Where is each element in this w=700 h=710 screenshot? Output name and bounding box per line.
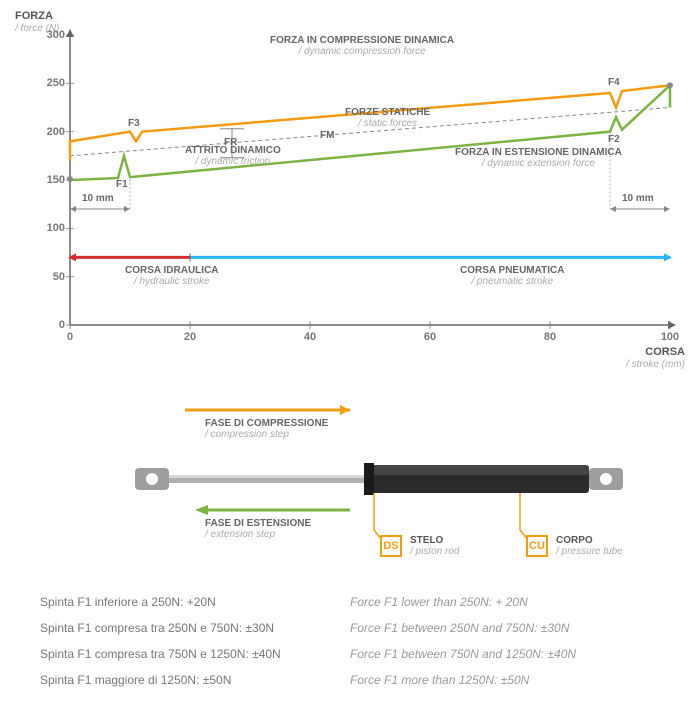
annotation-friction: ATTRITO DINAMICO/ dynamic friction: [185, 145, 281, 167]
spec-en: Force F1 between 750N and 1250N: ±40N: [350, 647, 660, 661]
x-tick: 60: [420, 331, 440, 343]
spec-row: Spinta F1 compresa tra 250N e 750N: ±30N…: [40, 621, 660, 635]
x-tick: 20: [180, 331, 200, 343]
spec-en: Force F1 between 250N and 750N: ±30N: [350, 621, 660, 635]
point-label-F3: F3: [128, 118, 140, 129]
spec-it: Spinta F1 compresa tra 750N e 1250N: ±40…: [40, 647, 350, 661]
plot-area: 05010015020025030002040608010010 mm10 mm…: [70, 35, 670, 325]
y-axis-title: FORZA: [15, 10, 53, 22]
point-label-F4: F4: [608, 77, 620, 88]
spec-en: Force F1 lower than 250N: + 20N: [350, 595, 660, 609]
annotation-hydraulic: CORSA IDRAULICA/ hydraulic stroke: [125, 265, 219, 287]
compression-phase-label: FASE DI COMPRESSIONE/ compression step: [205, 418, 328, 440]
y-tick: 0: [40, 319, 65, 331]
x-axis-title: CORSA: [645, 346, 685, 358]
annotation-extension: FORZA IN ESTENSIONE DINAMICA/ dynamic ex…: [455, 147, 622, 169]
stroke-marker: 10 mm: [82, 193, 114, 204]
corpo-code: CU: [526, 535, 548, 557]
corpo-label: CORPO/ pressure tube: [556, 535, 623, 557]
stelo-code: DS: [380, 535, 402, 557]
y-tick: 250: [40, 77, 65, 89]
stelo-label: STELO/ piston rod: [410, 535, 459, 557]
y-tick: 50: [40, 271, 65, 283]
y-tick: 200: [40, 126, 65, 138]
annotation-pneumatic: CORSA PNEUMATICA/ pneumatic stroke: [460, 265, 564, 287]
spec-it: Spinta F1 maggiore di 1250N: ±50N: [40, 673, 350, 687]
point-label-FR: FR: [224, 137, 237, 148]
annotation-static: FORZE STATICHE/ static forces: [345, 107, 430, 129]
spec-row: Spinta F1 maggiore di 1250N: ±50NForce F…: [40, 673, 660, 687]
spec-it: Spinta F1 inferiore a 250N: +20N: [40, 595, 350, 609]
point-label-FM: FM: [320, 130, 334, 141]
x-tick: 80: [540, 331, 560, 343]
extension-phase-label: FASE DI ESTENSIONE/ extension step: [205, 518, 311, 540]
device-diagram: FASE DI COMPRESSIONE/ compression step FA…: [130, 390, 640, 570]
x-tick: 100: [660, 331, 680, 343]
y-tick: 150: [40, 174, 65, 186]
spec-row: Spinta F1 inferiore a 250N: +20NForce F1…: [40, 595, 660, 609]
y-tick: 300: [40, 29, 65, 41]
point-label-F1: F1: [116, 179, 128, 190]
point-label-F2: F2: [608, 134, 620, 145]
y-tick: 100: [40, 222, 65, 234]
chart-area: FORZA / force (N) CORSA / stroke (mm) 05…: [15, 10, 685, 370]
x-axis-subtitle: / stroke (mm): [626, 359, 685, 370]
spec-it: Spinta F1 compresa tra 250N e 750N: ±30N: [40, 621, 350, 635]
x-tick: 40: [300, 331, 320, 343]
spec-en: Force F1 more than 1250N: ±50N: [350, 673, 660, 687]
annotation-compression: FORZA IN COMPRESSIONE DINAMICA/ dynamic …: [270, 35, 454, 57]
spec-row: Spinta F1 compresa tra 750N e 1250N: ±40…: [40, 647, 660, 661]
specifications: Spinta F1 inferiore a 250N: +20NForce F1…: [40, 595, 660, 699]
stroke-marker: 10 mm: [622, 193, 654, 204]
x-tick: 0: [60, 331, 80, 343]
